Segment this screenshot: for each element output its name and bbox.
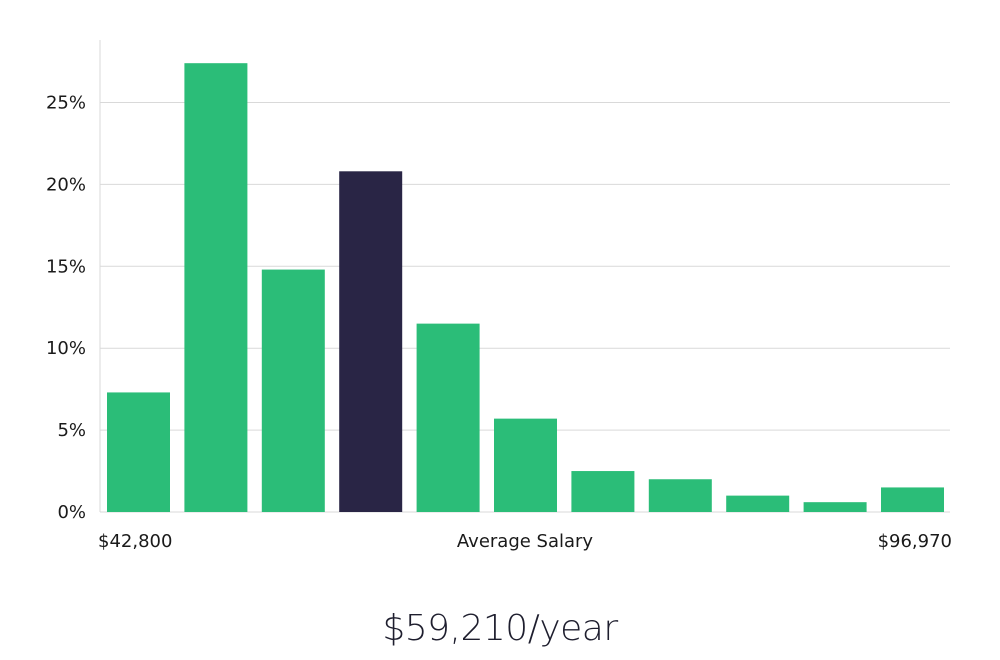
- bar: [416, 323, 480, 512]
- bar: [648, 479, 712, 512]
- y-tick-labels: 0% 5% 10% 15% 20% 25%: [46, 93, 86, 524]
- bar: [494, 418, 557, 512]
- average-salary-value: $59,210/year: [382, 608, 618, 649]
- bar: [726, 495, 790, 512]
- x-axis-min-label: $42,800: [98, 531, 172, 552]
- x-axis-max-label: $96,970: [878, 531, 952, 552]
- x-axis-label: Average Salary: [457, 531, 594, 552]
- y-tick-label: 5%: [57, 420, 86, 441]
- bar: [184, 63, 248, 513]
- bar: [571, 471, 635, 512]
- bar: [107, 392, 170, 512]
- y-tick-label: 10%: [46, 338, 86, 359]
- salary-histogram-chart: 0%5%10%15%20%25% $42,800 Average Salary …: [46, 40, 952, 552]
- bars: [107, 63, 944, 513]
- y-tick-label: 25%: [46, 93, 86, 114]
- bar-highlighted: [339, 171, 403, 512]
- y-tick-label: 15%: [46, 256, 86, 277]
- bar: [803, 502, 867, 512]
- bar: [261, 269, 325, 512]
- y-tick-label: 20%: [46, 174, 86, 195]
- y-tick-label: 0%: [57, 502, 86, 523]
- bar: [881, 487, 944, 512]
